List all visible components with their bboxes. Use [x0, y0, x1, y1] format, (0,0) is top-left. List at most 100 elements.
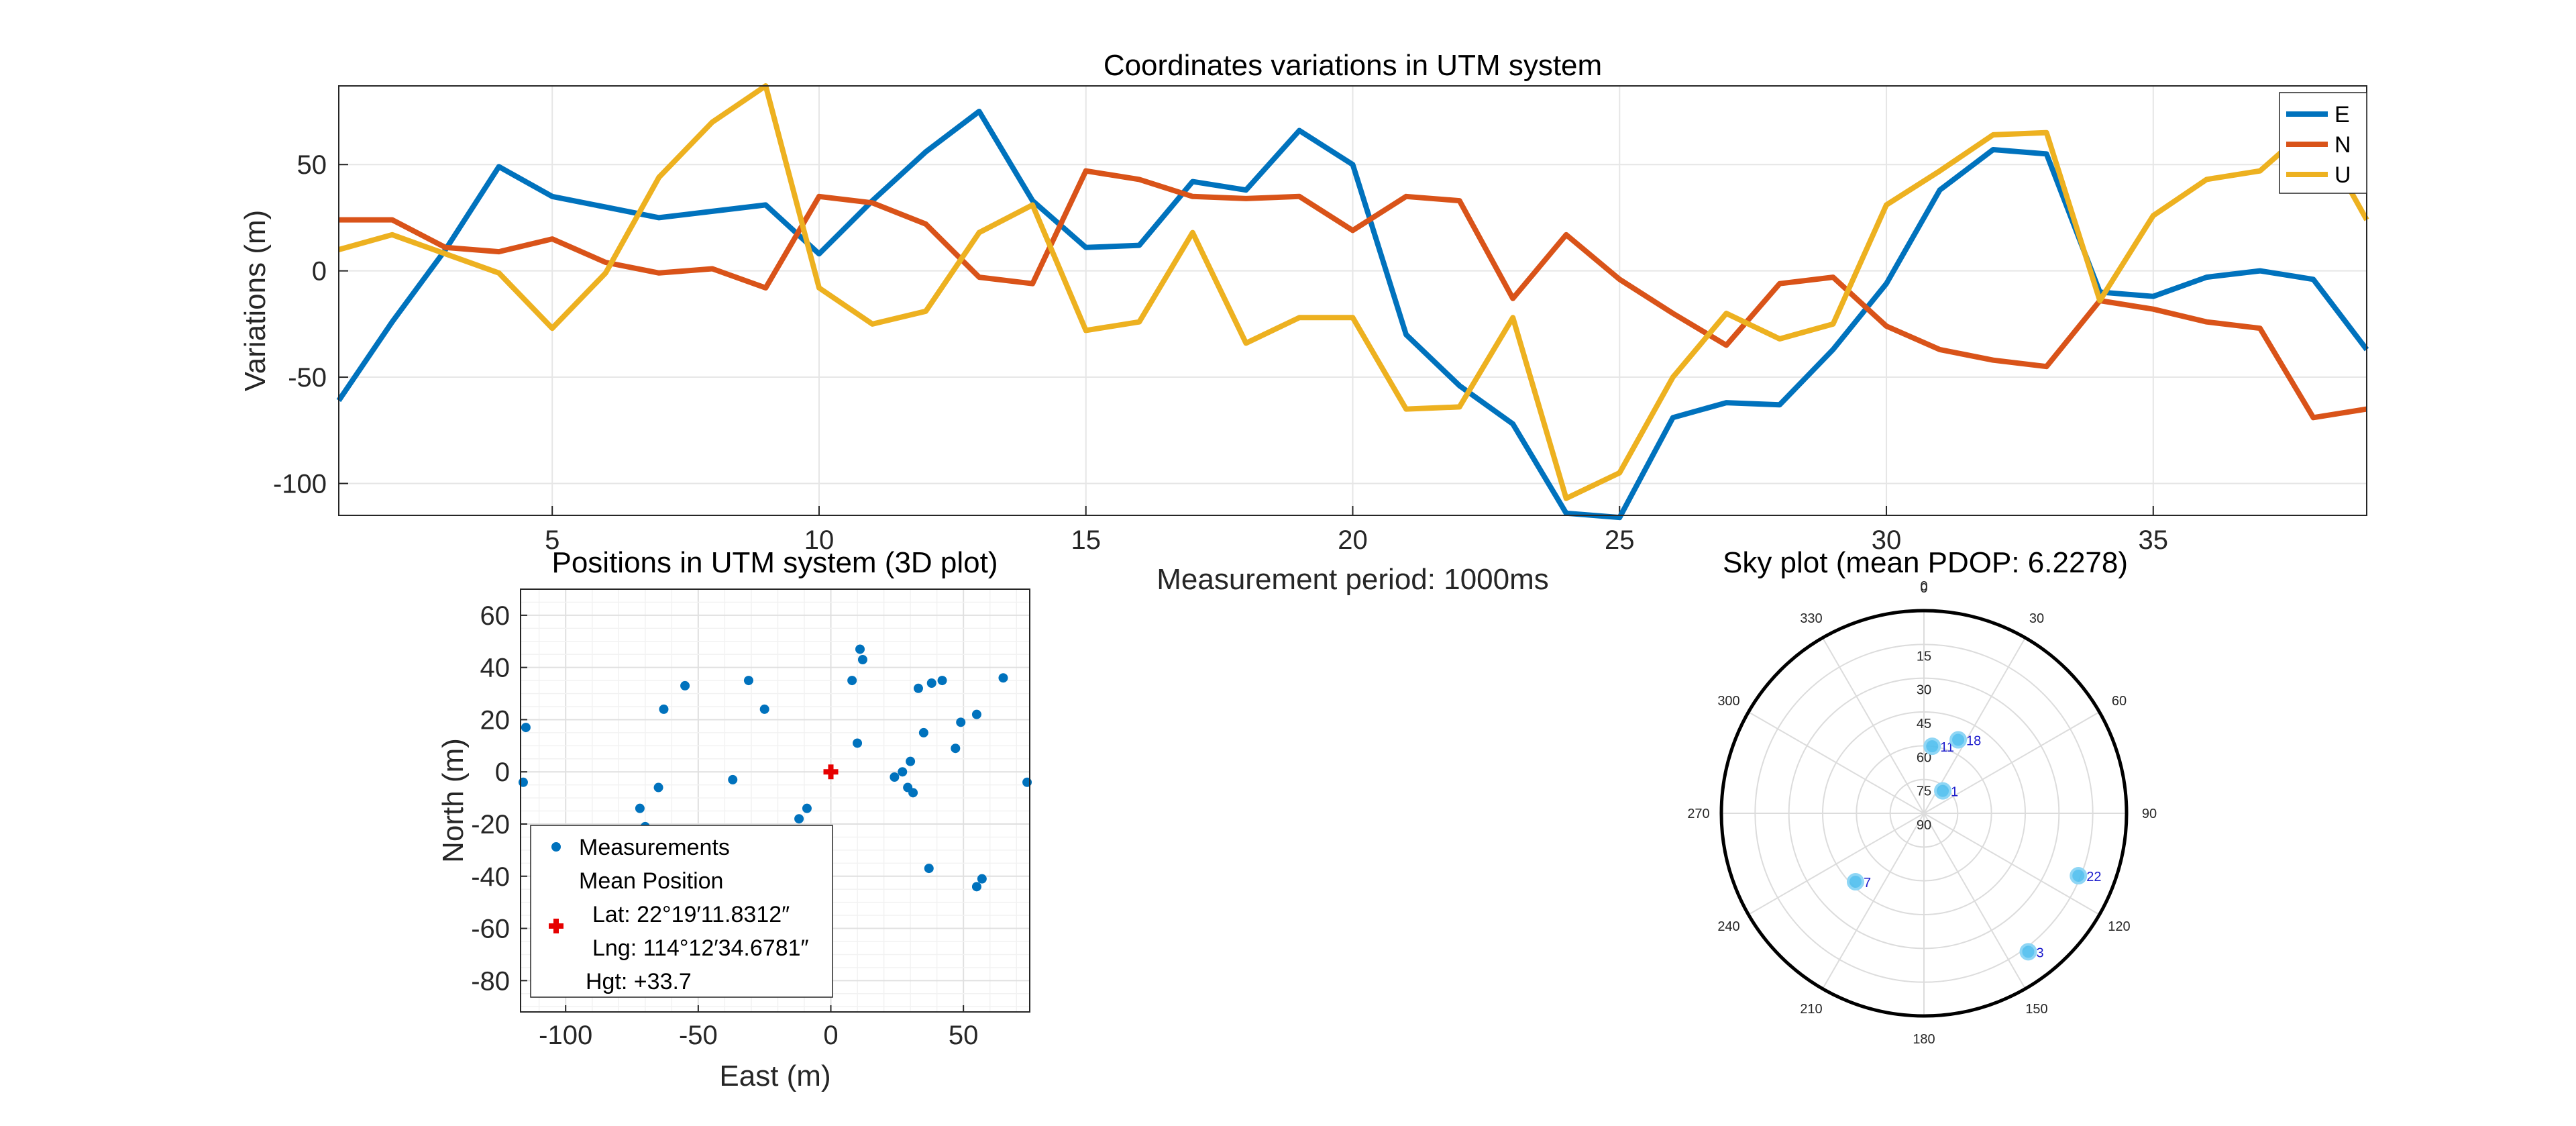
- line-chart-x-tick-label: 15: [1071, 525, 1101, 555]
- line-series-e: [336, 109, 2369, 521]
- measurement-point: [956, 717, 966, 727]
- scatter-chart-legend: Measurements Mean Position Lat: 22°19′11…: [530, 825, 833, 998]
- scatter-y-tick-label: -20: [471, 810, 510, 839]
- sky-elevation-label: 0: [1920, 579, 1927, 594]
- line-chart-axes-box: [338, 85, 2367, 516]
- scatter-legend-height: Hgt: +33.7: [586, 969, 692, 994]
- scatter-legend-longitude: Lng: 114°12′34.6781″: [592, 935, 809, 961]
- legend-cross-shape: [549, 919, 564, 933]
- sky-azimuth-label: 240: [1717, 919, 1739, 934]
- sky-azimuth-spoke: [1822, 637, 1925, 814]
- scatter-legend-measurements: Measurements: [579, 835, 730, 860]
- line-chart-ticks: 5 10 15 20 25 30 35 50 0 -50 -100: [273, 150, 2168, 555]
- line-chart-y-tick-label: 50: [297, 150, 327, 180]
- satellite-prn-label: 1: [1951, 785, 1958, 800]
- sky-plot-chart: Sky plot (mean PDOP: 6.2278) 0 30 60 90 120 1…: [1687, 546, 2157, 1047]
- sky-azimuth-label: 30: [2029, 611, 2044, 626]
- scatter-y-tick-label: 40: [480, 654, 511, 683]
- sky-elevation-label: 45: [1917, 717, 1931, 731]
- line-chart-x-tick-label: 30: [1872, 525, 1902, 555]
- measurement-point: [918, 727, 928, 737]
- measurement-point: [653, 782, 663, 792]
- measurement-point: [521, 723, 531, 733]
- satellite-prn-label: 7: [1864, 876, 1871, 890]
- sky-azimuth-spoke: [1923, 813, 2100, 915]
- line-chart-grid: [339, 86, 2367, 515]
- line-chart-y-tick-label: 0: [312, 257, 327, 287]
- sky-azimuth-spoke: [1822, 813, 1925, 990]
- measurement-point: [898, 767, 908, 777]
- sky-elevation-label: 90: [1917, 818, 1931, 833]
- sky-azimuth-label: 270: [1687, 807, 1709, 821]
- line-chart-x-tick-label: 20: [1338, 525, 1368, 555]
- scatter-x-tick-label: -50: [679, 1021, 718, 1050]
- sky-azimuth-spoke: [1923, 813, 2026, 990]
- line-series-u: [337, 83, 2369, 501]
- sky-azimuth-label: 210: [1800, 1002, 1822, 1017]
- measurement-point: [890, 772, 900, 782]
- satellite-marker: [2070, 867, 2088, 885]
- scatter-y-tick-label: 0: [495, 758, 510, 787]
- measurement-point: [913, 683, 923, 693]
- line-chart-y-tick-label: -100: [273, 469, 327, 499]
- line-chart-x-tick-label: 10: [804, 525, 835, 555]
- satellite-prn-label: 22: [2086, 870, 2101, 884]
- measurement-point: [908, 788, 918, 798]
- measurement-point: [998, 673, 1008, 683]
- line-chart-series: [336, 83, 2369, 521]
- scatter-y-tick-label: -40: [471, 862, 510, 892]
- sky-elevation-label: 75: [1917, 784, 1931, 799]
- satellite-marker: [1949, 731, 1968, 749]
- measurement-point: [794, 814, 804, 824]
- line-legend-label-n: N: [2334, 132, 2351, 158]
- line-chart-x-axis-label: Measurement period: 1000ms: [1157, 563, 1549, 596]
- satellite-marker: [1934, 782, 1952, 800]
- sky-azimuth-label: 60: [2112, 694, 2127, 709]
- line-chart-title: Coordinates variations in UTM system: [1104, 49, 1602, 82]
- scatter-x-tick-label: -100: [539, 1021, 592, 1050]
- satellite-marker: [1923, 737, 1941, 756]
- scatter-chart-points: [518, 644, 1032, 892]
- scatter-legend-latitude: Lat: 22°19′11.8312″: [592, 902, 790, 927]
- sky-azimuth-label: 180: [1913, 1032, 1935, 1047]
- measurement-point: [680, 680, 690, 690]
- line-chart-y-tick-label: -50: [288, 363, 327, 393]
- measurement-point: [977, 874, 987, 884]
- measurement-point: [906, 756, 916, 766]
- sky-plot-title: Sky plot (mean PDOP: 6.2278): [1723, 546, 2128, 579]
- measurement-point: [635, 803, 645, 813]
- line-chart-x-tick-label: 25: [1605, 525, 1635, 555]
- positions-scatter-chart: Positions in UTM system (3D plot) East (…: [437, 546, 1032, 1092]
- sky-outer-ring: [1719, 609, 2129, 1018]
- line-legend-label-e: E: [2334, 102, 2350, 127]
- sky-azimuth-label: 330: [1800, 611, 1822, 626]
- line-chart-y-axis-label: Variations (m): [239, 210, 272, 392]
- measurement-point: [802, 803, 812, 813]
- measurement-point: [924, 864, 934, 874]
- scatter-y-tick-label: 20: [480, 705, 511, 735]
- measurement-point: [847, 676, 857, 686]
- sky-azimuth-label: 150: [2025, 1002, 2047, 1017]
- scatter-chart-y-axis-label: North (m): [437, 738, 470, 863]
- line-chart-legend: ENU: [2279, 92, 2367, 194]
- sky-plot-labels: 0306090120150180210240270300330015304560…: [1687, 579, 2157, 1047]
- line-legend-label-u: U: [2334, 162, 2351, 188]
- measurement-point: [659, 704, 669, 714]
- scatter-legend-measurement-marker: [551, 842, 561, 852]
- sky-elevation-label: 30: [1917, 683, 1931, 698]
- satellite-prn-label: 18: [1966, 734, 1981, 749]
- measurement-point: [743, 676, 753, 686]
- line-chart-x-tick-label: 5: [545, 525, 559, 555]
- satellite-marker: [2019, 943, 2037, 961]
- scatter-chart-ticks: -100 -50 0 50 60 40 20 0 -20 -40 -60 -80: [471, 601, 978, 1050]
- sky-azimuth-label: 120: [2108, 919, 2130, 934]
- measurement-point: [971, 882, 981, 892]
- sky-azimuth-spoke: [1748, 813, 1925, 915]
- measurement-point: [759, 704, 769, 714]
- scatter-chart-x-axis-label: East (m): [719, 1060, 830, 1092]
- measurement-point: [857, 655, 867, 664]
- line-series-n: [339, 168, 2367, 421]
- measurement-point: [728, 774, 738, 784]
